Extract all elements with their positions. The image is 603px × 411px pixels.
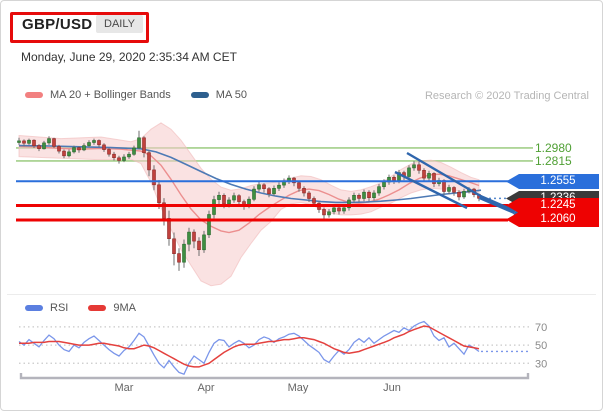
- x-axis-month-label: Mar: [115, 382, 134, 394]
- nine-ma-swatch-icon: [88, 305, 107, 311]
- downtrend-channel-line: [394, 170, 468, 210]
- resistance-price-label: 1.2980: [535, 141, 572, 155]
- panel-divider: [7, 294, 596, 295]
- symbol-title: GBP/USD: [22, 16, 93, 33]
- support-price-tag: 1.2245: [506, 198, 599, 213]
- rsi-axis-label: 50: [535, 340, 547, 352]
- rsi-9ma-line: [19, 325, 480, 368]
- x-axis-month-label: Apr: [197, 382, 214, 394]
- x-axis-line: [19, 373, 530, 380]
- legend-label: RSI: [50, 302, 69, 314]
- pivot-price-tag: 1.2555: [506, 174, 599, 189]
- legend-label: MA 50: [215, 89, 247, 101]
- rsi-line: [18, 320, 480, 376]
- legend-item-ma50[interactable]: MA 50: [190, 89, 247, 101]
- rsi-legend: RSI 9MA: [25, 302, 136, 314]
- legend-item-rsi[interactable]: RSI: [25, 302, 68, 314]
- rsi-swatch-icon: [25, 305, 43, 311]
- legend-item-ma20-bollinger[interactable]: MA 20 + Bollinger Bands: [25, 89, 171, 101]
- legend-label: 9MA: [113, 302, 136, 314]
- annotation-highlight-box: [10, 12, 149, 43]
- x-axis-month-label: May: [288, 382, 309, 394]
- ma50-swatch-icon: [190, 92, 209, 98]
- chart-datetime: Monday, June 29, 2020 2:35:34 AM CET: [21, 50, 237, 64]
- timeframe-badge[interactable]: DAILY: [96, 15, 143, 33]
- legend-label: MA 20 + Bollinger Bands: [50, 89, 171, 101]
- research-watermark: Research © 2020 Trading Central: [424, 90, 589, 102]
- resistance-price-label: 1.2815: [535, 154, 572, 168]
- rsi-axis-label: 30: [535, 358, 547, 370]
- bearish-arrow-shaft: [479, 194, 516, 215]
- ma20-bollinger-swatch-icon: [25, 92, 43, 98]
- rsi-axis-label: 70: [535, 322, 547, 334]
- legend-item-9ma[interactable]: 9MA: [88, 302, 136, 314]
- x-axis-month-label: Jun: [383, 382, 401, 394]
- support-price-tag: 1.2060: [506, 212, 599, 227]
- downtrend-channel-line: [406, 151, 485, 200]
- main-chart-legend: MA 20 + Bollinger Bands MA 50: [25, 89, 247, 101]
